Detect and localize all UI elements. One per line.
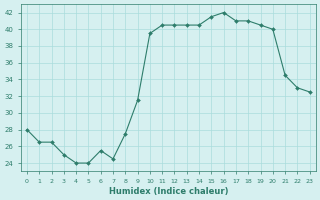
X-axis label: Humidex (Indice chaleur): Humidex (Indice chaleur)	[108, 187, 228, 196]
